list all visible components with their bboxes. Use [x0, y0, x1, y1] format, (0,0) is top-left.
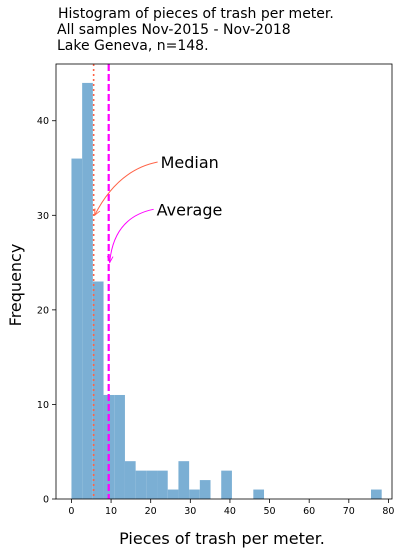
histogram-bar-6 — [136, 471, 147, 499]
y-tick-label: 40 — [37, 116, 49, 127]
x-tick-label: 70 — [343, 506, 355, 517]
x-tick-label: 40 — [224, 506, 236, 517]
x-tick-label: 0 — [68, 506, 74, 517]
chart-title-line-1: Histogram of pieces of trash per meter. — [58, 6, 334, 22]
histogram-bar-5 — [125, 461, 136, 499]
x-tick-label: 60 — [303, 506, 315, 517]
histogram-bar-14 — [221, 471, 232, 499]
histogram-bar-9 — [168, 490, 179, 499]
y-axis-label: Frequency — [6, 244, 25, 327]
x-tick-label: 10 — [105, 506, 117, 517]
x-axis-ticks: 0 10 20 30 40 50 60 70 80 — [68, 499, 394, 517]
median-annotation-label: Median — [161, 153, 219, 172]
histogram-bar-28 — [371, 490, 382, 499]
histogram-bar-10 — [178, 461, 189, 499]
x-tick-label: 80 — [382, 506, 394, 517]
x-axis-label: Pieces of trash per meter. — [119, 529, 325, 548]
y-tick-label: 20 — [37, 305, 49, 316]
histogram-bar-7 — [146, 471, 157, 499]
y-tick-label: 10 — [37, 400, 49, 411]
average-annotation-label: Average — [157, 200, 223, 219]
bars-layer — [71, 83, 381, 499]
median-arrow — [95, 162, 158, 215]
chart-title-line-2: All samples Nov-2015 - Nov-2018 — [57, 22, 291, 38]
histogram-bar-2 — [93, 282, 104, 500]
y-tick-label: 0 — [43, 495, 49, 506]
y-axis-ticks: 0 10 20 30 40 — [37, 116, 56, 505]
x-tick-label: 30 — [184, 506, 196, 517]
x-tick-label: 20 — [145, 506, 157, 517]
histogram-bar-4 — [114, 395, 125, 499]
histogram-bar-8 — [157, 471, 168, 499]
histogram-bar-1 — [82, 83, 93, 499]
average-arrow — [110, 209, 154, 262]
annotations-layer: Median Average — [95, 153, 223, 263]
x-tick-label: 50 — [264, 506, 276, 517]
histogram-bar-17 — [253, 490, 264, 499]
histogram-bar-0 — [71, 159, 82, 499]
histogram-bar-11 — [189, 490, 200, 499]
chart-title-line-3: Lake Geneva, n=148. — [57, 38, 209, 54]
y-tick-label: 30 — [37, 211, 49, 222]
histogram-bar-12 — [200, 480, 211, 499]
